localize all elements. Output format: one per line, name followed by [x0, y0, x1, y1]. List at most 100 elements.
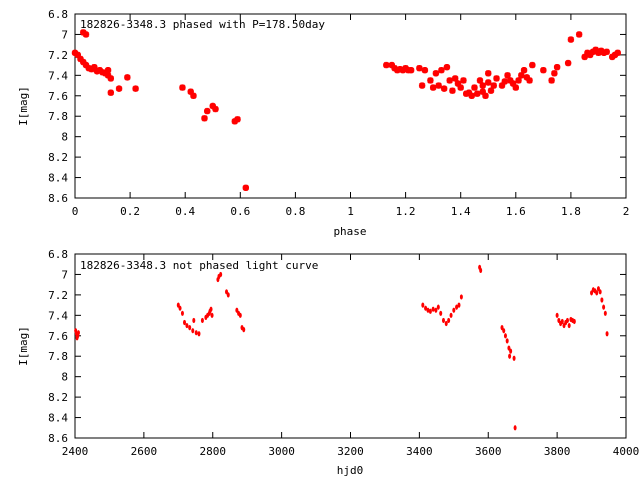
data-point: [449, 87, 456, 94]
data-point: [493, 75, 500, 82]
data-point: [446, 77, 453, 84]
data-point: [455, 304, 459, 310]
data-point: [91, 63, 98, 71]
y-tick-label: 8.2: [48, 391, 68, 404]
data-point: [107, 89, 115, 96]
data-point: [468, 92, 475, 99]
data-point: [188, 325, 192, 331]
data-point: [441, 317, 445, 324]
data-point: [502, 328, 506, 334]
y-tick-label: 7.4: [48, 309, 68, 322]
x-tick-label: 2600: [131, 445, 158, 458]
unphased-chart-title: 182826-3348.3 not phased light curve: [80, 259, 318, 272]
data-point: [444, 320, 448, 327]
data-point: [238, 312, 242, 318]
y-tick-label: 7.2: [48, 49, 68, 62]
x-tick-label: 2400: [62, 445, 89, 458]
data-point: [529, 61, 536, 69]
x-tick-label: 0.4: [175, 205, 195, 218]
data-point: [226, 292, 230, 298]
data-point: [115, 85, 123, 92]
data-point: [518, 72, 525, 79]
data-point: [581, 53, 588, 61]
data-point: [586, 51, 594, 59]
data-point: [565, 317, 569, 324]
data-point: [512, 84, 519, 91]
data-point: [515, 77, 522, 84]
data-point: [512, 355, 516, 361]
y-tick-label: 7.6: [48, 330, 68, 343]
y-tick-label: 7.6: [48, 90, 68, 103]
data-point: [474, 90, 481, 97]
data-point: [508, 353, 512, 359]
data-point: [507, 77, 514, 84]
data-point: [180, 310, 184, 316]
unphased-y-ticks: 6.8 7 7.2 7.4 7.6 7.8 8 8.2 8.4 8.6: [48, 248, 626, 445]
data-point: [487, 87, 495, 94]
y-tick-label: 8: [61, 131, 68, 144]
data-point: [614, 49, 621, 57]
data-point: [383, 61, 390, 69]
phased-chart-title: 182826-3348.3 phased with P=178.50day: [80, 18, 325, 31]
data-point: [82, 31, 90, 38]
data-point: [548, 77, 555, 84]
data-point: [564, 59, 572, 67]
y-tick-label: 7: [61, 268, 68, 281]
data-point: [418, 82, 426, 89]
x-tick-label: 0.8: [285, 205, 305, 218]
data-point: [416, 64, 423, 72]
data-point: [567, 36, 575, 43]
data-point: [476, 77, 484, 84]
data-point: [540, 67, 547, 74]
data-point: [429, 84, 437, 91]
data-point: [555, 312, 559, 318]
x-tick-label: 3000: [268, 445, 295, 458]
data-point: [485, 70, 492, 77]
unphased-x-axis-label: hjd0: [337, 464, 364, 477]
data-point: [551, 70, 558, 77]
y-tick-label: 7.2: [48, 289, 68, 302]
data-point: [428, 308, 432, 314]
data-point: [523, 74, 531, 81]
data-point: [187, 88, 194, 95]
data-point: [434, 307, 438, 313]
phased-y-axis-label: I[mag]: [17, 86, 30, 126]
data-point: [74, 51, 81, 59]
data-point: [242, 184, 250, 191]
data-point: [242, 327, 246, 333]
data-point: [498, 82, 506, 89]
data-point: [603, 48, 610, 56]
data-point: [460, 77, 467, 84]
data-point: [424, 305, 428, 311]
data-point: [595, 290, 599, 296]
data-point: [421, 302, 425, 308]
phased-x-ticks: 0 0.2 0.4 0.6 0.8 1 1.2 1.4 1.6 1.8 2: [72, 14, 630, 218]
x-tick-label: 1: [347, 205, 354, 218]
data-point: [479, 88, 486, 95]
data-point: [204, 107, 211, 115]
data-point: [509, 348, 513, 354]
x-tick-label: 3200: [337, 445, 364, 458]
x-tick-label: 2: [623, 205, 630, 218]
data-point: [104, 67, 112, 74]
data-point: [526, 77, 533, 84]
data-point: [520, 67, 528, 74]
data-point: [200, 317, 204, 324]
data-point: [572, 318, 576, 325]
data-point: [509, 80, 517, 87]
data-point: [210, 312, 214, 318]
data-point: [479, 267, 483, 273]
data-point: [600, 297, 604, 303]
data-point: [190, 92, 197, 99]
data-point: [440, 85, 448, 92]
data-point: [592, 46, 599, 53]
y-tick-label: 7.4: [48, 69, 68, 82]
data-point: [209, 306, 213, 312]
x-tick-label: 0: [72, 205, 79, 218]
x-tick-label: 3600: [475, 445, 502, 458]
data-point: [76, 330, 80, 336]
data-point: [421, 67, 429, 74]
data-point: [426, 307, 430, 313]
y-tick-label: 6.8: [48, 248, 68, 261]
